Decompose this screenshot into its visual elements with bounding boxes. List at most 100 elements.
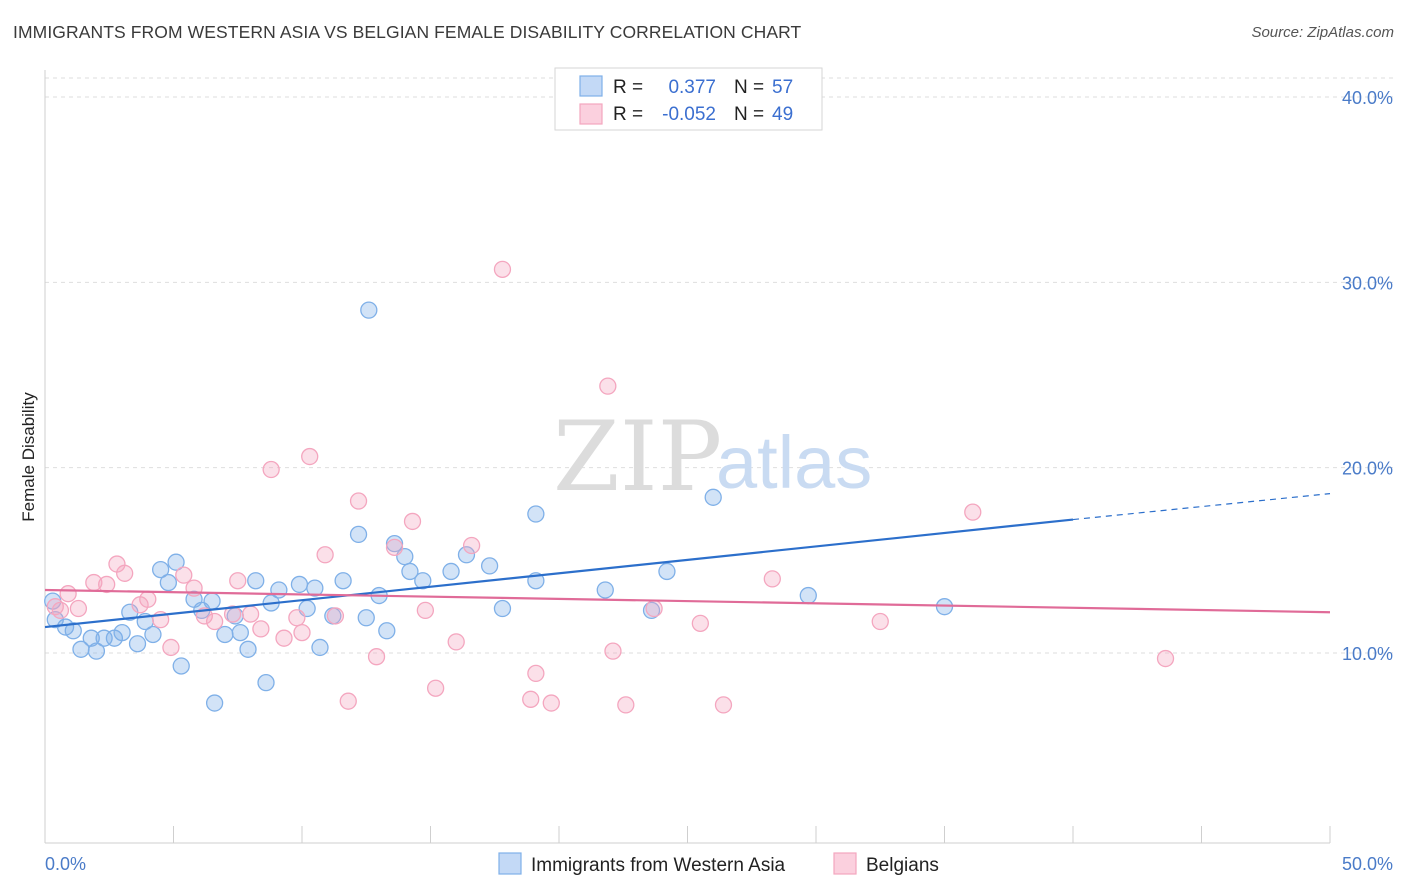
y-tick-label: 30.0% xyxy=(1342,273,1393,293)
point-belgians xyxy=(59,585,77,603)
point-belgians xyxy=(229,572,247,590)
point-belgians xyxy=(385,538,404,557)
point-immigrants xyxy=(144,625,162,644)
point-immigrants xyxy=(151,560,170,579)
legend-box: R = 0.377 N = 57 R = -0.052 N = 49 xyxy=(554,67,823,131)
point-immigrants xyxy=(82,629,100,647)
point-immigrants xyxy=(247,572,265,590)
legend-r-value-1: -0.052 xyxy=(662,104,716,125)
point-immigrants xyxy=(596,581,614,599)
point-immigrants xyxy=(257,674,275,692)
point-belgians xyxy=(116,564,134,582)
point-belgians xyxy=(349,492,368,510)
point-immigrants xyxy=(159,573,178,592)
legend-n-value-0: 57 xyxy=(772,77,793,98)
watermark-zip: ZIP xyxy=(553,401,722,513)
point-belgians xyxy=(288,609,306,627)
point-belgians xyxy=(293,623,311,642)
point-immigrants xyxy=(401,562,419,581)
point-belgians xyxy=(69,599,88,618)
y-tick-label: 20.0% xyxy=(1342,459,1393,479)
point-immigrants xyxy=(360,301,378,319)
trend-line-immigrants-extension xyxy=(1072,493,1331,521)
point-belgians xyxy=(462,536,481,555)
x-tick-label: 0.0% xyxy=(45,854,86,874)
point-immigrants xyxy=(203,592,221,610)
point-immigrants xyxy=(527,505,545,523)
point-immigrants xyxy=(216,625,234,644)
point-belgians xyxy=(301,447,319,466)
point-immigrants xyxy=(457,546,476,564)
point-immigrants xyxy=(442,562,460,581)
watermark: ZIP atlas xyxy=(553,401,872,513)
point-belgians xyxy=(51,601,70,620)
point-belgians xyxy=(527,664,545,683)
point-belgians xyxy=(599,377,617,395)
y-tick-label: 10.0% xyxy=(1342,644,1393,664)
point-immigrants xyxy=(64,622,82,640)
trend-line-immigrants xyxy=(44,518,1074,629)
point-immigrants xyxy=(334,572,352,590)
point-immigrants xyxy=(658,562,676,581)
bottom-legend-swatch-belgians xyxy=(833,852,857,875)
point-immigrants xyxy=(231,623,249,642)
trend-lines xyxy=(44,493,1331,629)
point-belgians xyxy=(604,642,622,660)
point-belgians xyxy=(447,633,465,651)
point-immigrants xyxy=(349,525,368,544)
point-immigrants xyxy=(480,557,499,575)
point-belgians xyxy=(252,620,270,638)
bottom-legend-immigrants: Immigrants from Western Asia xyxy=(531,855,786,876)
point-immigrants xyxy=(385,535,404,553)
legend-r-label-1: R = xyxy=(613,104,643,125)
bottom-legend: Immigrants from Western Asia Belgians xyxy=(498,852,939,876)
legend-swatch-belgians xyxy=(579,103,603,125)
point-immigrants xyxy=(87,642,106,660)
point-belgians xyxy=(326,607,345,625)
legend-swatch-immigrants xyxy=(579,75,603,97)
point-belgians xyxy=(223,605,242,623)
data-points xyxy=(44,260,1175,714)
point-immigrants xyxy=(167,553,185,571)
point-belgians xyxy=(871,612,889,631)
point-belgians xyxy=(426,679,445,697)
point-belgians xyxy=(195,607,213,625)
point-belgians xyxy=(316,546,334,564)
point-belgians xyxy=(617,696,635,714)
legend-n-label-1: N = xyxy=(734,104,764,125)
point-belgians xyxy=(139,590,157,608)
trend-line-belgians xyxy=(44,588,1331,614)
point-belgians xyxy=(645,599,663,618)
y-tick-label: 40.0% xyxy=(1342,88,1393,108)
point-immigrants xyxy=(311,638,329,657)
source-label: Source: ZipAtlas.com xyxy=(1251,24,1394,41)
point-belgians xyxy=(241,605,260,623)
point-immigrants xyxy=(113,623,131,642)
point-belgians xyxy=(98,575,116,594)
point-belgians xyxy=(275,629,293,647)
point-immigrants xyxy=(205,694,224,712)
legend-r-value-0: 0.377 xyxy=(668,77,716,98)
point-immigrants xyxy=(172,657,190,675)
point-belgians xyxy=(367,648,386,666)
point-immigrants xyxy=(642,601,661,620)
point-belgians xyxy=(162,638,180,657)
grid-lines xyxy=(45,77,1395,654)
point-immigrants xyxy=(799,586,817,605)
point-immigrants xyxy=(128,635,147,653)
point-belgians xyxy=(493,260,512,279)
legend-n-label-0: N = xyxy=(734,77,764,98)
y-axis-title: Female Disability xyxy=(19,392,38,522)
point-immigrants xyxy=(270,581,288,599)
point-immigrants xyxy=(239,640,257,658)
point-belgians xyxy=(714,696,733,714)
point-belgians xyxy=(175,566,193,584)
bottom-legend-belgians: Belgians xyxy=(866,855,939,876)
point-belgians xyxy=(542,694,560,712)
point-belgians xyxy=(1156,649,1175,668)
point-immigrants xyxy=(414,572,432,590)
watermark-atlas: atlas xyxy=(716,421,872,504)
point-belgians xyxy=(964,503,982,521)
point-belgians xyxy=(522,690,540,708)
